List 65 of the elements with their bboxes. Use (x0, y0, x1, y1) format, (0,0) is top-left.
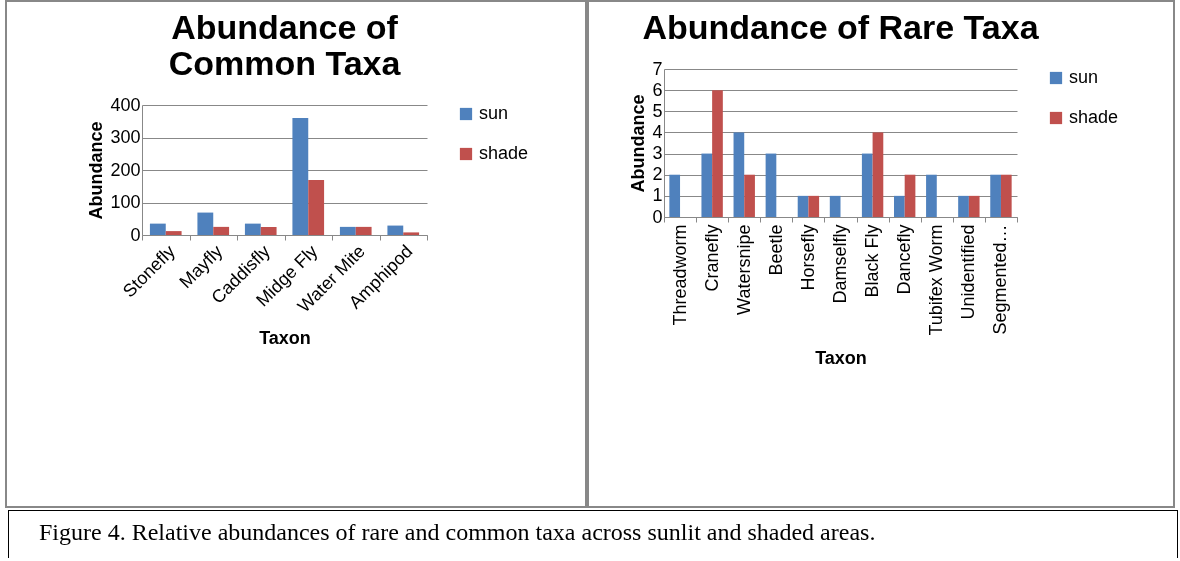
chart-title: Abundance of Rare Taxa (642, 8, 1040, 46)
bar (165, 231, 182, 235)
bar (308, 180, 325, 235)
x-tick-label: Beetle (765, 224, 786, 276)
y-tick-label: 1 (652, 185, 663, 206)
bar (213, 226, 230, 235)
bar (149, 223, 166, 235)
y-tick-label: 400 (110, 94, 141, 115)
legend-label: sun (1069, 67, 1099, 87)
y-axis-title: Abundance (86, 121, 107, 220)
y-tick-label: 4 (652, 121, 663, 142)
bar (968, 195, 980, 217)
bar (339, 226, 356, 235)
y-tick-label: 3 (652, 143, 663, 164)
y-tick-label: 7 (652, 58, 663, 79)
y-tick-label: 2 (652, 164, 663, 185)
x-tick-label: Watersnipe (733, 224, 754, 315)
bar (244, 223, 261, 235)
y-tick-label: 300 (110, 127, 141, 147)
bar (872, 132, 884, 217)
y-tick-label: 6 (652, 79, 663, 100)
y-tick-label: 100 (110, 192, 141, 212)
bar (797, 195, 809, 217)
bar (403, 232, 420, 235)
x-tick-label: Horsefly (797, 224, 818, 291)
bar (712, 90, 723, 217)
legend-label: shade (1069, 107, 1119, 127)
y-tick-label: 0 (652, 206, 663, 227)
x-tick-label: Segmented… (990, 224, 1011, 335)
x-tick-label: Unidentified (958, 224, 979, 320)
bar (701, 153, 713, 217)
y-tick-label: 5 (652, 100, 663, 121)
bar (387, 225, 404, 235)
bar (904, 174, 916, 217)
bar (1000, 174, 1012, 217)
bar (765, 153, 777, 217)
bar (669, 174, 681, 217)
y-tick-label: 200 (110, 159, 141, 180)
bar (893, 195, 905, 217)
bar (733, 132, 745, 217)
bar (861, 153, 873, 217)
bar (829, 195, 841, 217)
bar (744, 174, 755, 217)
legend-label: shade (479, 143, 529, 163)
bar (197, 212, 214, 235)
bar (926, 174, 937, 217)
y-axis-title: Abundance (628, 94, 649, 193)
legend-label: sun (479, 103, 509, 123)
x-tick-label: Black Fly (862, 224, 883, 298)
bar (292, 118, 309, 235)
x-axis-title: Taxon (815, 347, 867, 368)
bar (808, 195, 820, 217)
caption: Figure 4. Relative abundances of rare and common taxa across sunlit and shaded areas. (8, 510, 1178, 558)
chart-title: Abundance of Common Taxa (168, 8, 402, 82)
bar (355, 226, 372, 235)
bar (958, 195, 969, 217)
x-tick-label: Tubifex Worm (926, 224, 947, 336)
bar (260, 226, 277, 235)
x-axis-title: Taxon (259, 328, 311, 349)
x-tick-label: Threadworm (669, 224, 690, 326)
bar (990, 174, 1001, 217)
x-tick-label: Damselfly (830, 224, 850, 304)
x-tick-label: Cranefly (701, 224, 722, 292)
x-tick-label: Dancefly (894, 224, 915, 295)
y-tick-label: 0 (130, 224, 141, 245)
